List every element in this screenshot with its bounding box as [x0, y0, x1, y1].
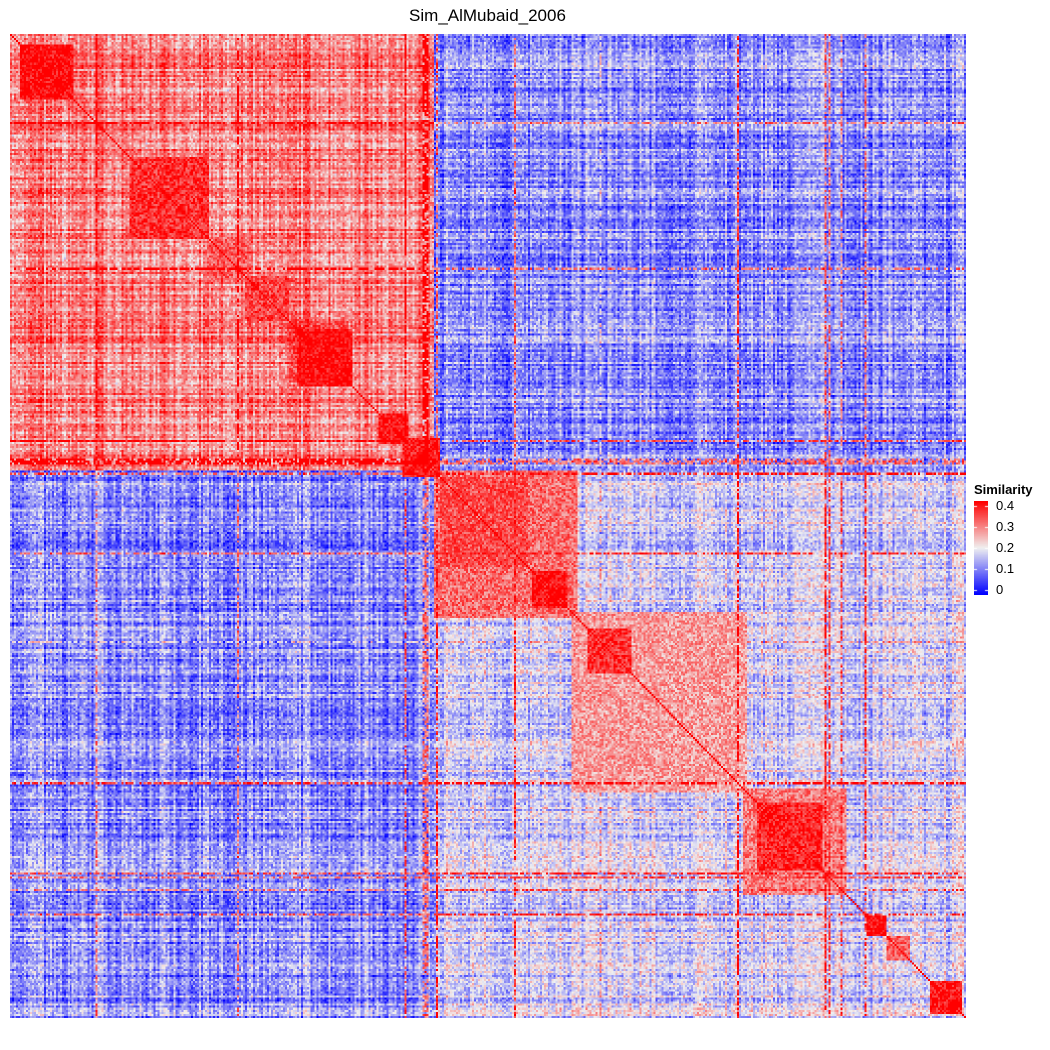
legend-tick-label: 0.4: [996, 498, 1015, 513]
legend-title: Similarity: [974, 482, 1033, 497]
legend-tick-label: 0.3: [996, 519, 1015, 534]
legend-tick-label: 0.1: [996, 561, 1015, 576]
legend-color-bar: [974, 501, 988, 595]
legend-tick-label: 0.2: [996, 540, 1015, 555]
chart-title: Sim_AlMubaid_2006: [409, 6, 566, 25]
heatmap-matrix: [10, 34, 966, 1018]
color-legend: Similarity 0.4 0.3 0.2 0.1 0: [974, 482, 1048, 602]
legend-tick-label: 0: [996, 582, 1004, 597]
